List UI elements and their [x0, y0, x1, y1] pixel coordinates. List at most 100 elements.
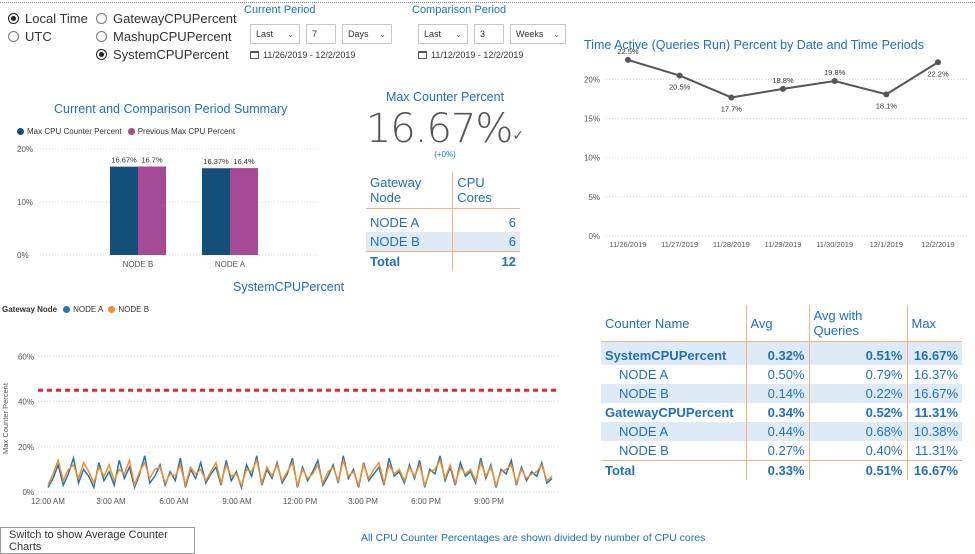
col-header-avg-with-queries[interactable]: Avg with Queries — [809, 305, 908, 342]
legend-label: Previous Max CPU Percent — [137, 127, 236, 136]
cell-cores: 6 — [452, 232, 520, 252]
kpi-title: Max Counter Percent — [385, 90, 505, 104]
cell-avg: 0.14% — [746, 384, 810, 403]
radio-icon[interactable] — [96, 30, 107, 42]
radio-icon[interactable] — [8, 12, 19, 24]
time-active-chart[interactable]: Time Active (Queries Run) Percent by Dat… — [570, 36, 970, 261]
chevron-down-icon: ⌄ — [287, 29, 294, 39]
comparison-period-mode-dropdown[interactable]: Last ⌄ — [418, 24, 468, 44]
system-cpu-plot: 0% 20% 40% 60% Max Counter Percent 12:00 AM 3:… — [1, 352, 558, 506]
table-group-row[interactable]: GatewayCPUPercent 0.34% 0.52% 11.31% — [601, 403, 962, 422]
table-header-row: Gateway Node CPU Cores — [366, 172, 520, 209]
cell-avg-with-queries: 0.40% — [809, 441, 908, 461]
radio-icon[interactable] — [96, 12, 107, 24]
col-header-counter-name[interactable]: Counter Name — [601, 305, 747, 342]
y-tick-label: 5% — [588, 193, 600, 202]
cell-max: 11.31% — [914, 443, 958, 458]
radio-system-cpu[interactable]: SystemCPUPercent — [96, 45, 237, 63]
cell-avg: 0.32% — [746, 341, 810, 365]
legend-title: Gateway Node — [2, 305, 58, 314]
col-header-max[interactable]: Max — [907, 305, 962, 342]
y-axis-label: Max Counter Percent — [1, 382, 10, 454]
bar — [202, 168, 230, 255]
input-value: 3 — [480, 29, 486, 39]
x-tick-label: 9:00 PM — [474, 497, 504, 506]
col-header-cpu-cores[interactable]: CPU Cores — [452, 172, 520, 209]
table-total-row[interactable]: Total 12 — [366, 251, 520, 271]
summary-chart-title: Current and Comparison Period Summary — [54, 102, 288, 116]
bar — [138, 166, 166, 255]
legend-swatch — [63, 306, 71, 313]
table-row[interactable]: NODE A 0.44% 0.68% 10.38% — [601, 422, 962, 441]
cores-table[interactable]: Gateway Node CPU Cores NODE A 6 NODE B 6… — [366, 172, 520, 271]
table-row[interactable]: NODE B 0.14% 0.22% 16.67% — [601, 384, 962, 403]
current-period-unit-dropdown[interactable]: Days ⌄ — [342, 24, 392, 44]
cell-total-cores: 12 — [452, 251, 520, 271]
cell-counter-name: SystemCPUPercent — [601, 341, 747, 365]
col-header-gateway-node[interactable]: Gateway Node — [366, 172, 454, 209]
switch-average-charts-button[interactable]: Switch to show Average Counter Charts — [0, 527, 195, 554]
data-label: 18.1% — [876, 101, 898, 110]
table-total-row[interactable]: Total 0.33% 0.51% 16.67% — [601, 460, 962, 480]
x-tick-label: 3:00 AM — [96, 497, 126, 506]
radio-utc[interactable]: UTC — [8, 27, 88, 45]
comparison-period-title: Comparison Period — [412, 4, 507, 16]
table-group-row[interactable]: SystemCPUPercent 0.32% 0.51% 16.67% — [601, 341, 962, 365]
table-row[interactable]: NODE A 0.50% 0.79% 16.37% — [601, 365, 962, 384]
comparison-period-slicer: Comparison Period Last ⌄ 3 Weeks ⌄ 11/12… — [412, 4, 566, 60]
radio-local-time[interactable]: Local Time — [8, 9, 88, 27]
data-label: 19.8% — [824, 68, 846, 77]
comparison-period-count-input[interactable]: 3 — [474, 24, 504, 44]
system-cpu-chart-title: SystemCPUPercent — [233, 280, 345, 294]
comparison-period-range[interactable]: 11/12/2019 - 12/2/2019 — [418, 50, 566, 60]
table-row[interactable]: NODE B 6 — [366, 232, 520, 252]
cell-node: NODE B — [366, 232, 454, 252]
series-line — [47, 457, 553, 489]
cell-avg: 0.50% — [746, 365, 810, 384]
data-point — [625, 56, 631, 63]
checkmark-icon: ✓ — [512, 127, 525, 143]
y-tick-label: 10% — [584, 154, 600, 163]
data-label: 16.37% — [203, 157, 229, 166]
radio-label: Local Time — [25, 10, 88, 26]
radio-icon[interactable] — [96, 48, 107, 60]
summary-chart-legend: Max CPU Counter Percent Previous Max CPU… — [17, 127, 235, 136]
radio-icon[interactable] — [8, 30, 19, 42]
chevron-down-icon: ⌄ — [379, 29, 386, 39]
col-header-avg[interactable]: Avg — [746, 305, 810, 342]
radio-label: MashupCPUPercent — [113, 28, 232, 44]
timezone-slicer: Local Time UTC — [8, 9, 88, 45]
kpi-card[interactable]: Max Counter Percent 16.67% ✓ (+0%) — [360, 90, 530, 159]
x-tick-label: 9:00 AM — [222, 497, 252, 506]
current-period-mode-dropdown[interactable]: Last ⌄ — [250, 24, 300, 44]
date-range-text: 11/12/2019 - 12/2/2019 — [431, 50, 524, 60]
counter-slicer: GatewayCPUPercent MashupCPUPercent Syste… — [96, 9, 237, 63]
table-header-row: Counter Name Avg Avg with Queries Max — [601, 305, 962, 342]
kpi-value: 16.67% — [365, 106, 514, 152]
input-value: 7 — [312, 29, 318, 39]
comparison-period-unit-dropdown[interactable]: Weeks ⌄ — [510, 24, 566, 44]
x-tick-label: 12:00 PM — [283, 497, 318, 506]
data-point — [780, 85, 786, 92]
system-cpu-chart[interactable]: SystemCPUPercent Gateway Node NODE A NOD… — [0, 280, 570, 510]
radio-mashup-cpu[interactable]: MashupCPUPercent — [96, 27, 237, 45]
cell-max: 16.67% — [907, 341, 962, 365]
radio-gateway-cpu[interactable]: GatewayCPUPercent — [96, 9, 237, 27]
current-period-count-input[interactable]: 7 — [306, 24, 336, 44]
time-active-chart-title: Time Active (Queries Run) Percent by Dat… — [584, 38, 924, 52]
counter-table[interactable]: Counter Name Avg Avg with Queries Max Sy… — [601, 305, 962, 480]
radio-label: SystemCPUPercent — [113, 46, 229, 62]
cell-max: 11.31% — [914, 405, 958, 420]
y-tick-label: 20% — [17, 145, 33, 154]
summary-chart[interactable]: Current and Comparison Period Summary Ma… — [0, 102, 340, 277]
cell-total-label: Total — [601, 460, 747, 480]
y-tick-label: 20% — [18, 443, 34, 452]
table-row[interactable]: NODE B 0.27% 0.40% 11.31% — [601, 441, 962, 461]
x-tick-label: 6:00 AM — [159, 497, 189, 506]
system-cpu-legend: Gateway Node NODE A NODE B — [2, 305, 149, 314]
table-row[interactable]: NODE A 6 — [366, 208, 520, 232]
data-label: 22.2% — [927, 69, 949, 78]
cell-total-label: Total — [366, 251, 454, 271]
current-period-range[interactable]: 11/26/2019 - 12/2/2019 — [250, 50, 392, 60]
chevron-down-icon: ⌄ — [455, 29, 462, 39]
